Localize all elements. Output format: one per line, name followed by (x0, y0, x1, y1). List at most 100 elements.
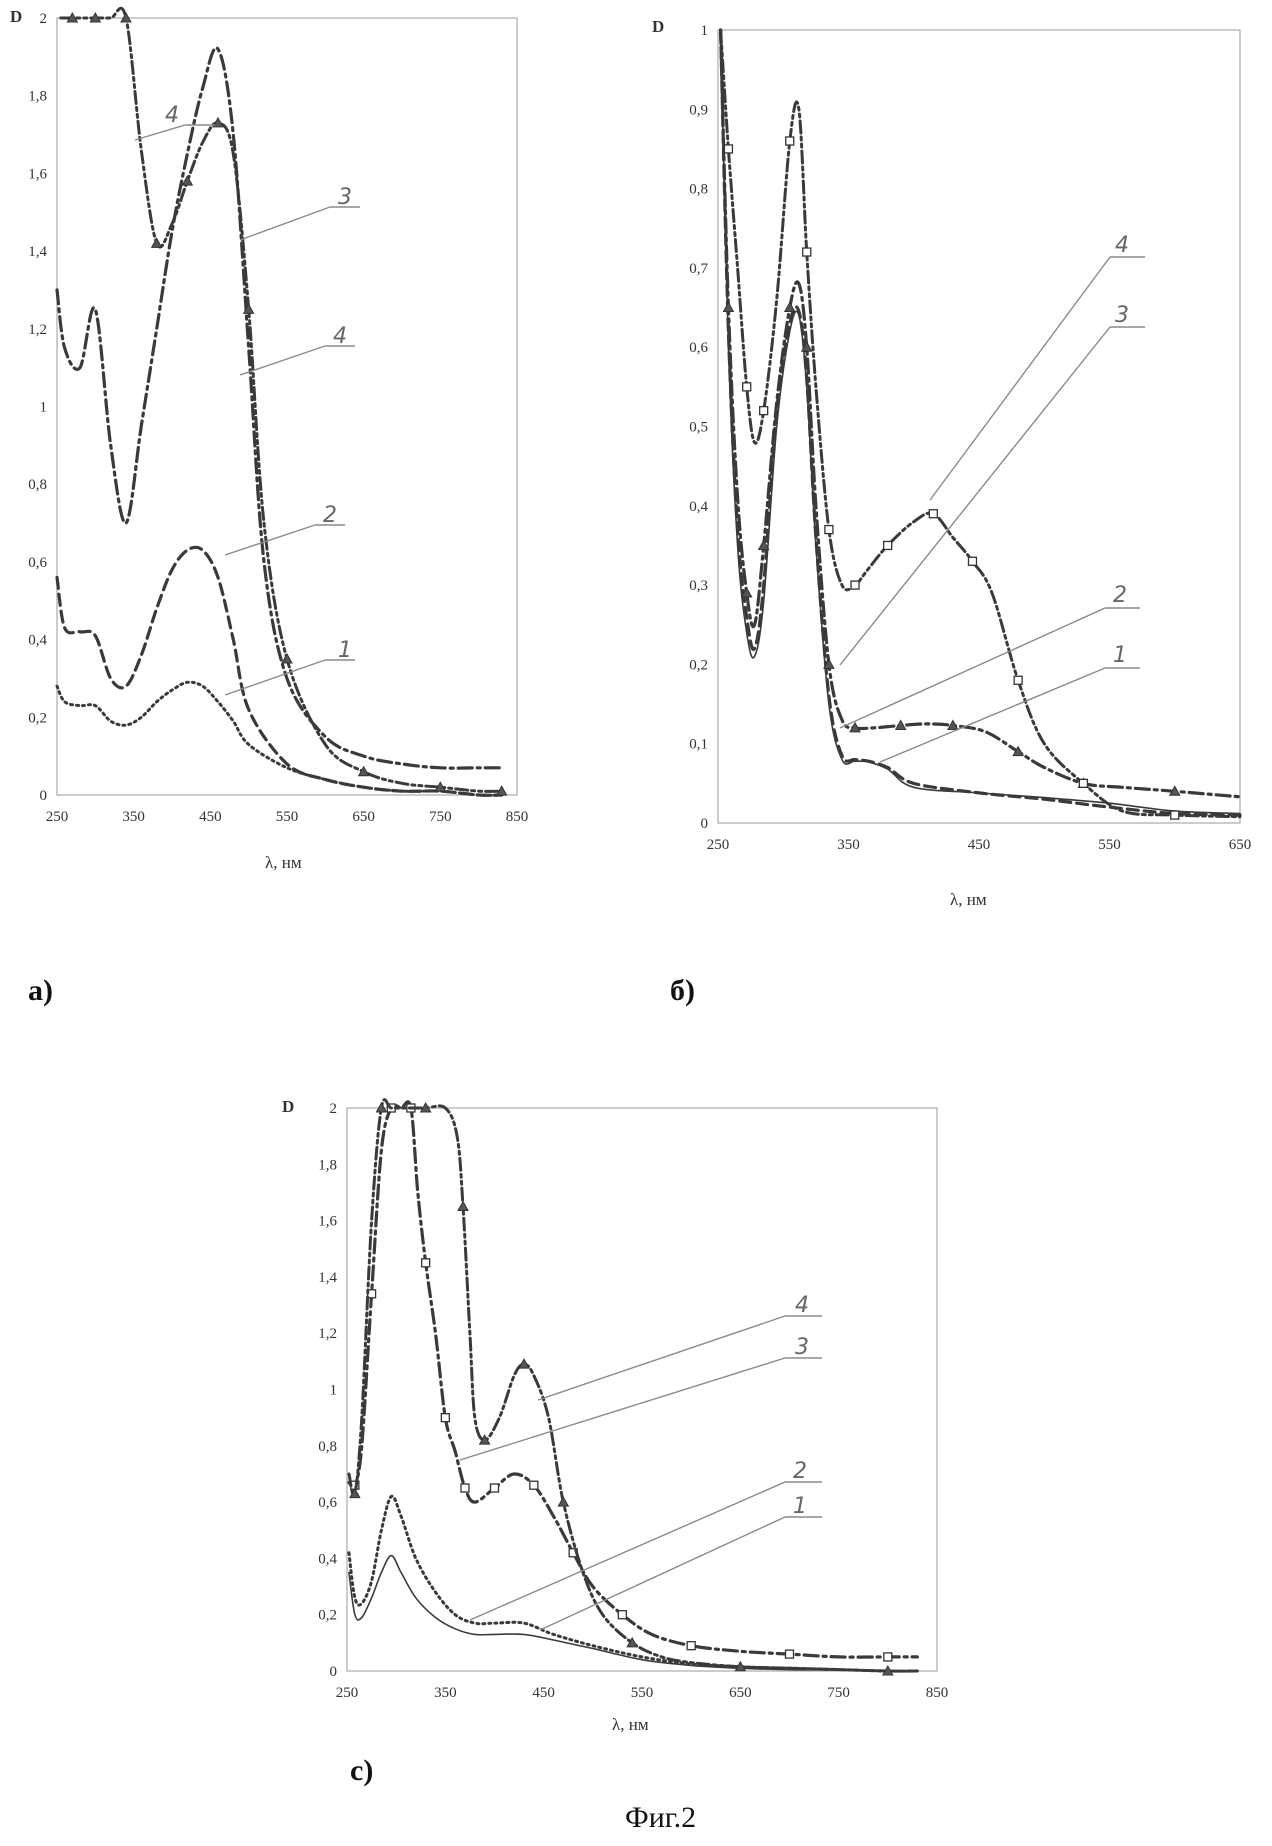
leader-line (880, 668, 1105, 762)
panel-b-y-tick-label: 0,4 (689, 499, 708, 515)
panel-b-y-tick-label: 1 (701, 23, 709, 39)
panel-b-chart: D λ, нм 00,10,20,30,40,50,60,70,80,91 25… (652, 17, 1251, 1007)
panel-b-curve-label: 3 (1115, 303, 1129, 328)
panel-b-series-4-marker (929, 510, 937, 518)
panel-c-y-axis-label: D (282, 1097, 294, 1116)
panel-b-series-4-marker (760, 407, 768, 415)
panel-a-x-ticks: 250350450550650750850 (46, 809, 529, 825)
panel-c-curve-label: 1 (793, 1494, 807, 1519)
panel-c-series-line-4 (349, 1100, 917, 1671)
panel-b-y-axis-label: D (652, 17, 664, 36)
panel-a-series-line-3 (57, 48, 502, 768)
panel-a-y-tick-label: 0,8 (28, 477, 47, 493)
panel-c-series-line-1 (349, 1556, 917, 1671)
panel-c-series-3-marker (618, 1611, 626, 1619)
panel-a-y-ticks: 00,20,40,60,811,21,41,61,82 (28, 11, 47, 804)
panel-a-x-tick-label: 450 (199, 809, 222, 825)
panel-c-x-tick-label: 550 (631, 1685, 654, 1701)
leader-line (225, 525, 315, 555)
panel-c-y-tick-label: 1,8 (318, 1157, 337, 1173)
leader-line (538, 1316, 785, 1400)
panel-a-y-axis-label: D (10, 7, 22, 26)
panel-c-y-tick-label: 1,6 (318, 1214, 337, 1230)
panel-b-series-4-marker (851, 581, 859, 589)
panel-a-y-tick-label: 1,4 (28, 244, 47, 260)
panel-a-x-axis-label: λ, нм (265, 853, 302, 872)
panel-c-plot-frame (347, 1108, 937, 1671)
panel-b-series-4-marker (1079, 779, 1087, 787)
panel-b-y-tick-label: 0,1 (689, 737, 708, 753)
panel-a-curve-label: 3 (338, 185, 352, 210)
panel-b-series-4-marker (1171, 811, 1179, 819)
panel-a-chart: D λ, нм 00,20,40,60,811,21,41,61,82 2503… (10, 7, 528, 1007)
panel-c-curve-label: 3 (795, 1335, 809, 1360)
panel-c-x-tick-label: 250 (336, 1685, 359, 1701)
panel-b-series-4-marker (803, 248, 811, 256)
panel-a-x-tick-label: 350 (122, 809, 145, 825)
panel-c-y-tick-label: 0,8 (318, 1439, 337, 1455)
panel-b-y-tick-label: 0,2 (689, 657, 708, 673)
panel-b-series-3-marker (896, 720, 906, 729)
leader-line (460, 1358, 785, 1460)
panel-a-series-line-1 (57, 682, 502, 795)
panel-a-series-line-4 (61, 8, 502, 791)
panel-b-series (721, 30, 1240, 819)
panel-b-series-line-4 (721, 30, 1240, 817)
panel-c-y-tick-label: 0,6 (318, 1495, 337, 1511)
panel-c-x-tick-label: 650 (729, 1685, 752, 1701)
panel-c-y-ticks: 0 0,2 0,4 0,6 0,8 1 1,2 1,4 1,6 1,8 2 (318, 1101, 337, 1680)
panel-b-series-3-marker (785, 303, 795, 312)
panel-b-curve-label: 2 (1113, 583, 1127, 608)
panel-a-y-tick-label: 0 (40, 788, 48, 804)
panel-c-y-tick-label: 1,2 (318, 1326, 337, 1342)
panel-c-y-tick-label: 0,2 (318, 1608, 337, 1624)
panel-a-curve-label: 1 (338, 638, 352, 663)
panel-c-series-3-marker (530, 1481, 538, 1489)
panel-c-curve-label: 4 (795, 1293, 809, 1318)
panel-b-leader-lines (840, 257, 1145, 762)
panel-a-y-tick-label: 1,6 (28, 166, 47, 182)
panel-c-y-tick-label: 0,4 (318, 1551, 337, 1567)
panel-b-curve-label: 1 (1113, 643, 1127, 668)
panel-c-chart: D λ, нм 00,20,40,60,811,21,41,61,82 2503… (282, 1097, 948, 1787)
panel-b-series-line-1 (721, 30, 1240, 814)
figure-caption: Фиг.2 (625, 1801, 696, 1834)
panel-a-series (57, 8, 507, 795)
panel-b-x-tick-label: 450 (968, 837, 991, 853)
panel-b-x-tick-label: 350 (837, 837, 860, 853)
panel-a-letter: a) (28, 974, 53, 1007)
panel-a-y-tick-label: 0,4 (28, 633, 47, 649)
panel-c-x-ticks: 250350450550650750850 (336, 1685, 949, 1701)
panel-c-series-4-marker (458, 1202, 468, 1211)
panel-c-series-line-3 (349, 1102, 917, 1657)
panel-c-y-tick-label: 1 (330, 1383, 338, 1399)
panel-b-letter: б) (670, 974, 695, 1007)
panel-b-series-line-2 (721, 30, 1240, 815)
panel-b-x-ticks: 250350450550650 (707, 837, 1252, 853)
panel-a-x-tick-label: 250 (46, 809, 69, 825)
panel-a-x-tick-label: 650 (352, 809, 375, 825)
panel-b-series-4-marker (884, 541, 892, 549)
panel-c-y-tick-label: 2 (330, 1101, 338, 1117)
panel-a-x-tick-label: 850 (506, 809, 529, 825)
panel-b-plot-frame (718, 30, 1240, 823)
panel-a-y-tick-label: 1 (40, 400, 48, 416)
panel-b-y-tick-label: 0,5 (689, 420, 708, 436)
panel-b-series-3-marker (723, 303, 733, 312)
panel-b-y-tick-label: 0,9 (689, 102, 708, 118)
panel-c-x-tick-label: 850 (926, 1685, 949, 1701)
panel-b-series-4-marker (968, 557, 976, 565)
panel-a-y-tick-label: 1,2 (28, 322, 47, 338)
panel-b-series-line-3 (721, 30, 1240, 797)
panel-b-x-axis-label: λ, нм (950, 890, 987, 909)
panel-c-y-tick-label: 1,4 (318, 1270, 337, 1286)
panel-a-y-tick-label: 1,8 (28, 89, 47, 105)
panel-a-curve-label: 2 (323, 503, 337, 528)
panel-b-x-tick-label: 250 (707, 837, 730, 853)
panel-b-y-tick-label: 0,7 (689, 261, 708, 277)
leader-line (240, 207, 330, 240)
leader-line (470, 1482, 785, 1620)
panel-a-x-tick-label: 750 (429, 809, 452, 825)
panel-c-y-tick-label: 0 (330, 1664, 338, 1680)
panel-c-series-3-marker (687, 1642, 695, 1650)
